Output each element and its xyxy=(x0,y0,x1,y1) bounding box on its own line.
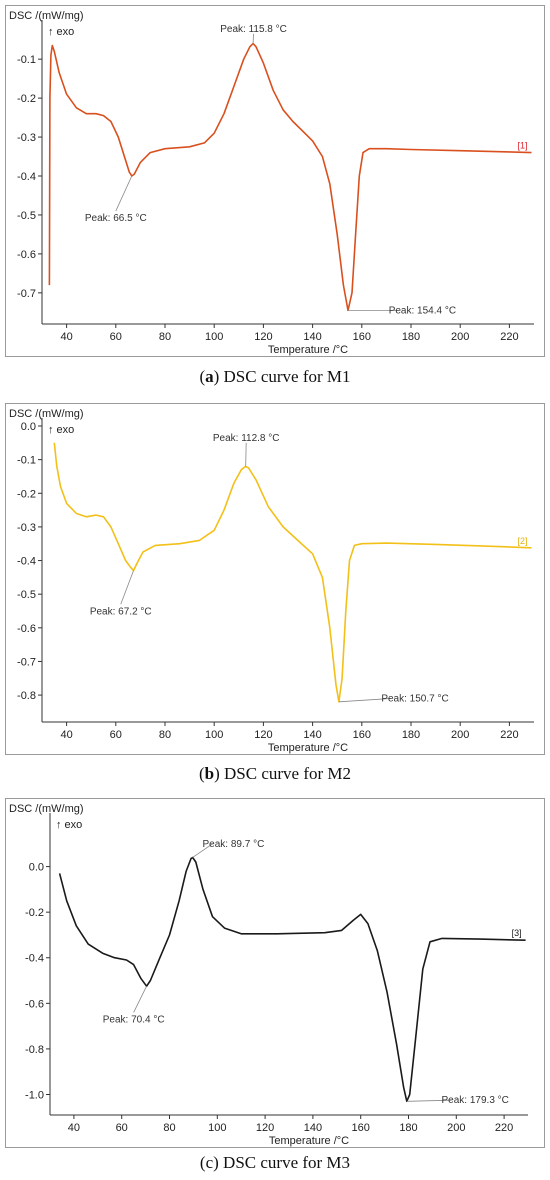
x-axis-label: Temperature /°C xyxy=(269,1135,349,1147)
peak-leader-line xyxy=(406,1099,452,1102)
x-tick-label: 220 xyxy=(500,729,518,741)
caption-text-a: DSC curve for M1 xyxy=(219,367,351,386)
x-tick-label: 140 xyxy=(304,1122,322,1134)
dsc-chart-m3: DSC /(mW/mg) ↑ exo 40 60 80 100 120 140 160 180 20… xyxy=(9,803,528,1147)
x-tick-label: 200 xyxy=(451,729,469,741)
y-tick-label: -0.1 xyxy=(17,54,36,66)
y-tick-label: -0.7 xyxy=(17,288,36,300)
peak-annotation: Peak: 154.4 °C xyxy=(389,305,456,316)
y-axis-label: DSC /(mW/mg) xyxy=(9,803,84,815)
x-tick-label: 220 xyxy=(500,331,518,343)
peak-leader-line xyxy=(338,698,392,703)
x-axis-label: Temperature /°C xyxy=(268,742,348,754)
caption-a: (a) DSC curve for M1 xyxy=(199,367,351,386)
x-tick-label: 200 xyxy=(447,1122,465,1134)
y-axis-label: DSC /(mW/mg) xyxy=(9,10,84,22)
panel-a: DSC /(mW/mg) ↑ exo 40 60 80 100 120 140 160 180 20… xyxy=(0,0,550,392)
peak-annotation: Peak: 150.7 °C xyxy=(381,693,448,704)
y-tick-label: -0.2 xyxy=(17,93,36,105)
x-tick-label: 60 xyxy=(110,331,122,343)
y-tick-label: -0.6 xyxy=(25,998,44,1010)
y-tick-label: 0.0 xyxy=(21,421,36,433)
peak-annotation: Peak: 67.2 °C xyxy=(90,606,152,617)
peak-annotation: Peak: 112.8 °C xyxy=(213,433,280,444)
y-tick-label: 0.0 xyxy=(29,862,44,874)
y-tick-label: -0.4 xyxy=(17,556,36,568)
x-tick-label: 180 xyxy=(399,1122,417,1134)
x-tick-label: 40 xyxy=(60,729,72,741)
x-tick-label: 180 xyxy=(402,331,420,343)
x-tick-label: 120 xyxy=(254,331,272,343)
y-tick-label: -0.3 xyxy=(17,132,36,144)
plot-frame-b: DSC /(mW/mg) ↑ exo 40 60 80 100 120 140 160 180 20… xyxy=(5,403,545,755)
y-axis-label: DSC /(mW/mg) xyxy=(9,408,84,420)
x-tick-label: 80 xyxy=(159,729,171,741)
x-tick-label: 100 xyxy=(205,331,223,343)
x-tick-label: 160 xyxy=(353,729,371,741)
series-line xyxy=(58,856,526,1103)
y-tick-label: -0.1 xyxy=(17,455,36,467)
y-tick-label: -0.3 xyxy=(17,522,36,534)
peak-annotation: Peak: 179.3 °C xyxy=(442,1095,509,1106)
dsc-chart-m1: DSC /(mW/mg) ↑ exo 40 60 80 100 120 140 160 180 20… xyxy=(9,10,534,356)
caption-letter-a: a xyxy=(205,367,214,386)
x-tick-label: 180 xyxy=(402,729,420,741)
x-tick-label: 140 xyxy=(303,331,321,343)
peak-annotation: Peak: 66.5 °C xyxy=(85,213,147,224)
y-tick-label: -0.4 xyxy=(17,171,36,183)
plot-frame-c: DSC /(mW/mg) ↑ exo 40 60 80 100 120 140 160 180 20… xyxy=(5,798,545,1148)
y-tick-label: -0.2 xyxy=(25,907,44,919)
x-tick-label: 160 xyxy=(353,331,371,343)
x-tick-label: 40 xyxy=(68,1122,80,1134)
peak-leader-line xyxy=(133,986,147,1013)
series-tag: [3] xyxy=(512,928,522,938)
peak-leader-line xyxy=(115,175,133,212)
y-tick-label: -0.5 xyxy=(17,589,36,601)
x-tick-label: 220 xyxy=(495,1122,513,1134)
x-tick-label: 160 xyxy=(352,1122,370,1134)
series-tag: [2] xyxy=(518,536,528,546)
peak-leader-line xyxy=(192,843,213,858)
caption-text-b: DSC curve for M2 xyxy=(219,764,352,783)
x-tick-label: 60 xyxy=(116,1122,128,1134)
caption-b: (b) DSC curve for M2 xyxy=(198,764,352,783)
x-tick-label: 120 xyxy=(254,729,272,741)
caption-letter-b: b xyxy=(204,764,215,783)
x-tick-label: 140 xyxy=(303,729,321,741)
peak-annotation: Peak: 115.8 °C xyxy=(220,24,287,35)
x-tick-label: 40 xyxy=(60,331,72,343)
panel-c: DSC /(mW/mg) ↑ exo 40 60 80 100 120 140 160 180 20… xyxy=(0,793,550,1180)
y-tick-label: -0.7 xyxy=(17,656,36,668)
y-tick-label: -1.0 xyxy=(25,1089,44,1101)
x-tick-label: 100 xyxy=(208,1122,226,1134)
x-tick-label: 80 xyxy=(163,1122,175,1134)
x-tick-label: 100 xyxy=(205,729,223,741)
dsc-chart-m2: DSC /(mW/mg) ↑ exo 40 60 80 100 120 140 160 180 20… xyxy=(9,408,534,754)
series-line xyxy=(53,442,532,703)
peak-annotation: Peak: 70.4 °C xyxy=(103,1014,165,1025)
y-tick-label: -0.8 xyxy=(25,1044,44,1056)
series-tag: [1] xyxy=(518,141,528,151)
caption-text-c: (c) DSC curve for M3 xyxy=(199,1153,351,1172)
plot-frame-a: DSC /(mW/mg) ↑ exo 40 60 80 100 120 140 160 180 20… xyxy=(5,5,545,357)
y-tick-label: -0.6 xyxy=(17,249,36,261)
y-tick-label: -0.2 xyxy=(17,488,36,500)
y-tick-label: -0.5 xyxy=(17,210,36,222)
y-tick-label: -0.6 xyxy=(17,623,36,635)
x-tick-label: 60 xyxy=(110,729,122,741)
y-tick-label: -0.4 xyxy=(25,953,44,965)
peak-annotation: Peak: 89.7 °C xyxy=(203,839,265,850)
x-tick-label: 80 xyxy=(159,331,171,343)
y-tick-label: -0.8 xyxy=(17,690,36,702)
exo-label: ↑ exo xyxy=(48,26,74,38)
x-axis-label: Temperature /°C xyxy=(268,344,348,356)
x-tick-label: 200 xyxy=(451,331,469,343)
exo-label: ↑ exo xyxy=(48,424,74,436)
panel-b: DSC /(mW/mg) ↑ exo 40 60 80 100 120 140 160 180 20… xyxy=(0,398,550,790)
caption-c: (c) DSC curve for M3 xyxy=(0,1153,550,1173)
peak-leader-line xyxy=(120,570,134,605)
x-tick-label: 120 xyxy=(256,1122,274,1134)
series-line xyxy=(48,42,532,312)
exo-label: ↑ exo xyxy=(56,819,82,831)
